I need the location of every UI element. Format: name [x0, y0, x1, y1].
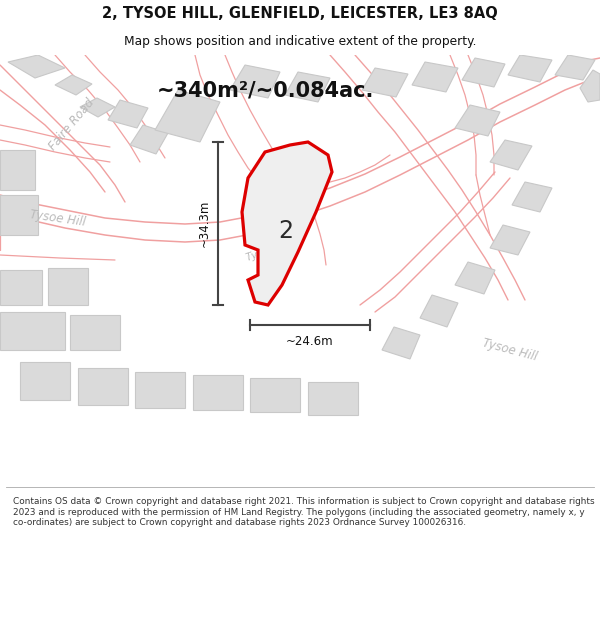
Text: 2, TYSOE HILL, GLENFIELD, LEICESTER, LE3 8AQ: 2, TYSOE HILL, GLENFIELD, LEICESTER, LE3…	[102, 6, 498, 21]
Polygon shape	[242, 142, 332, 305]
Text: Faire Road: Faire Road	[47, 97, 97, 153]
Polygon shape	[155, 90, 220, 142]
Polygon shape	[78, 368, 128, 405]
Polygon shape	[48, 268, 88, 305]
Polygon shape	[362, 68, 408, 97]
Polygon shape	[420, 295, 458, 327]
Polygon shape	[455, 105, 500, 136]
Text: Tysoe Hill: Tysoe Hill	[481, 336, 539, 364]
Polygon shape	[0, 150, 35, 190]
Polygon shape	[70, 315, 120, 350]
Polygon shape	[20, 362, 70, 400]
Polygon shape	[135, 372, 185, 408]
Polygon shape	[80, 98, 115, 117]
Polygon shape	[308, 382, 358, 415]
Text: ~34.3m: ~34.3m	[198, 200, 211, 247]
Polygon shape	[508, 55, 552, 82]
Polygon shape	[230, 65, 280, 98]
Polygon shape	[8, 55, 65, 78]
Text: ~340m²/~0.084ac.: ~340m²/~0.084ac.	[157, 80, 374, 100]
Polygon shape	[462, 58, 505, 87]
Text: Tysoe Hill: Tysoe Hill	[29, 208, 86, 228]
Polygon shape	[193, 375, 243, 410]
Polygon shape	[285, 72, 330, 102]
Text: Map shows position and indicative extent of the property.: Map shows position and indicative extent…	[124, 35, 476, 48]
Polygon shape	[108, 100, 148, 128]
Polygon shape	[0, 195, 38, 235]
Polygon shape	[455, 262, 495, 294]
Polygon shape	[412, 62, 458, 92]
Polygon shape	[0, 312, 65, 350]
Text: ~24.6m: ~24.6m	[286, 335, 334, 348]
Polygon shape	[490, 225, 530, 255]
Polygon shape	[512, 182, 552, 212]
Polygon shape	[580, 70, 600, 102]
Polygon shape	[555, 55, 595, 80]
Text: 2: 2	[278, 219, 293, 243]
Text: Contains OS data © Crown copyright and database right 2021. This information is : Contains OS data © Crown copyright and d…	[13, 498, 595, 528]
Polygon shape	[130, 125, 168, 154]
Text: Tysoe H...: Tysoe H...	[244, 238, 296, 262]
Polygon shape	[55, 75, 92, 95]
Polygon shape	[490, 140, 532, 170]
Polygon shape	[382, 327, 420, 359]
Polygon shape	[0, 270, 42, 305]
Polygon shape	[250, 378, 300, 412]
